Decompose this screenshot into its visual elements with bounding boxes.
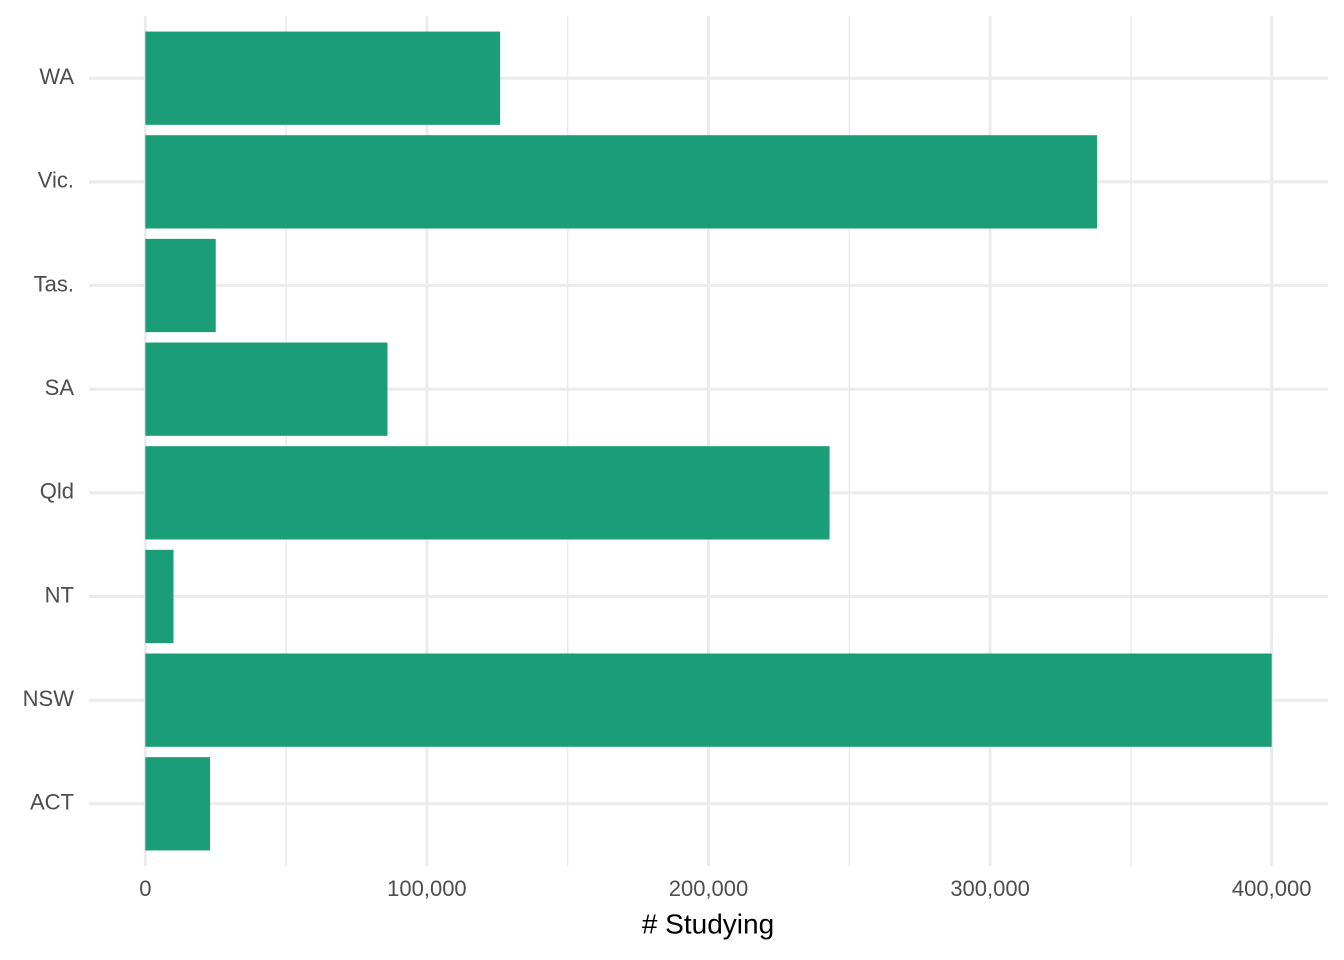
y-tick-label: SA: [45, 375, 75, 400]
bar: [145, 342, 388, 436]
bar: [145, 549, 174, 644]
x-tick-label: 100,000: [387, 876, 467, 901]
y-tick-label: WA: [39, 64, 74, 89]
bar: [145, 446, 830, 540]
x-axis-title: # Studying: [642, 908, 774, 939]
y-tick-label: NSW: [23, 686, 75, 711]
x-tick-label: 400,000: [1232, 876, 1312, 901]
bar: [145, 31, 501, 125]
bar: [145, 135, 1098, 229]
bar: [145, 757, 211, 851]
x-tick-label: 200,000: [669, 876, 749, 901]
bar: [145, 653, 1272, 747]
y-tick-label: NT: [45, 582, 74, 607]
y-tick-label: Tas.: [34, 271, 74, 296]
x-tick-label: 0: [139, 876, 151, 901]
y-tick-label: Qld: [40, 479, 74, 504]
y-tick-label: Vic.: [38, 168, 74, 193]
y-tick-label: ACT: [30, 790, 74, 815]
x-tick-label: 300,000: [950, 876, 1030, 901]
bar: [145, 238, 216, 333]
